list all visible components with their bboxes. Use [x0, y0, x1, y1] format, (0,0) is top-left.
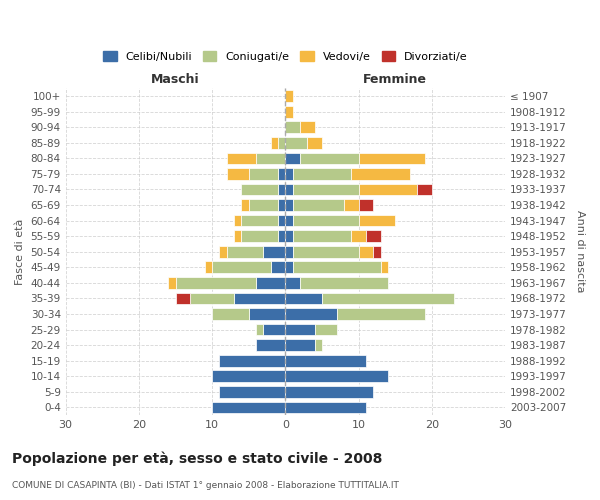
Bar [227, 168, 249, 180]
Bar [212, 370, 286, 382]
Bar [241, 215, 278, 226]
Bar [293, 262, 380, 273]
Bar [220, 246, 227, 258]
Bar [380, 262, 388, 273]
Bar [278, 137, 286, 148]
Bar [300, 277, 388, 288]
Y-axis label: Fasce di età: Fasce di età [15, 218, 25, 285]
Bar [351, 168, 410, 180]
Text: Maschi: Maschi [151, 73, 200, 86]
Bar [286, 370, 388, 382]
Text: Femmine: Femmine [363, 73, 427, 86]
Bar [278, 230, 286, 242]
Bar [286, 184, 293, 196]
Bar [351, 230, 366, 242]
Bar [293, 215, 359, 226]
Bar [212, 262, 271, 273]
Bar [278, 184, 286, 196]
Bar [286, 168, 293, 180]
Bar [286, 262, 293, 273]
Y-axis label: Anni di nascita: Anni di nascita [575, 210, 585, 293]
Bar [256, 324, 263, 336]
Bar [286, 340, 314, 351]
Text: COMUNE DI CASAPINTA (BI) - Dati ISTAT 1° gennaio 2008 - Elaborazione TUTTITALIA.: COMUNE DI CASAPINTA (BI) - Dati ISTAT 1°… [12, 480, 399, 490]
Text: Popolazione per età, sesso e stato civile - 2008: Popolazione per età, sesso e stato civil… [12, 451, 382, 466]
Bar [271, 137, 278, 148]
Bar [256, 277, 286, 288]
Bar [286, 355, 366, 366]
Bar [286, 246, 293, 258]
Bar [286, 386, 373, 398]
Bar [322, 292, 454, 304]
Bar [359, 152, 425, 164]
Bar [286, 402, 366, 413]
Bar [286, 90, 293, 102]
Bar [417, 184, 432, 196]
Bar [249, 199, 278, 211]
Bar [168, 277, 176, 288]
Bar [293, 168, 351, 180]
Bar [241, 199, 249, 211]
Bar [212, 402, 286, 413]
Bar [176, 277, 256, 288]
Bar [300, 152, 359, 164]
Bar [271, 262, 286, 273]
Legend: Celibi/Nubili, Coniugati/e, Vedovi/e, Divorziati/e: Celibi/Nubili, Coniugati/e, Vedovi/e, Di… [100, 48, 471, 66]
Bar [286, 122, 300, 133]
Bar [212, 308, 249, 320]
Bar [241, 184, 278, 196]
Bar [359, 246, 373, 258]
Bar [227, 246, 263, 258]
Bar [337, 308, 425, 320]
Bar [286, 230, 293, 242]
Bar [293, 184, 359, 196]
Bar [344, 199, 359, 211]
Bar [293, 199, 344, 211]
Bar [359, 184, 417, 196]
Bar [286, 106, 293, 118]
Bar [190, 292, 234, 304]
Bar [234, 230, 241, 242]
Bar [278, 199, 286, 211]
Bar [278, 168, 286, 180]
Bar [249, 168, 278, 180]
Bar [227, 152, 256, 164]
Bar [373, 246, 380, 258]
Bar [220, 355, 286, 366]
Bar [300, 122, 314, 133]
Bar [176, 292, 190, 304]
Bar [286, 137, 307, 148]
Bar [286, 308, 337, 320]
Bar [314, 340, 322, 351]
Bar [286, 292, 322, 304]
Bar [263, 324, 286, 336]
Bar [234, 215, 241, 226]
Bar [314, 324, 337, 336]
Bar [286, 324, 314, 336]
Bar [220, 386, 286, 398]
Bar [307, 137, 322, 148]
Bar [256, 152, 286, 164]
Bar [256, 340, 286, 351]
Bar [359, 215, 395, 226]
Bar [241, 230, 278, 242]
Bar [234, 292, 286, 304]
Bar [286, 199, 293, 211]
Bar [286, 215, 293, 226]
Bar [263, 246, 286, 258]
Bar [293, 246, 359, 258]
Bar [205, 262, 212, 273]
Bar [278, 215, 286, 226]
Bar [359, 199, 373, 211]
Bar [286, 277, 300, 288]
Bar [286, 152, 300, 164]
Bar [293, 230, 351, 242]
Bar [249, 308, 286, 320]
Bar [366, 230, 380, 242]
